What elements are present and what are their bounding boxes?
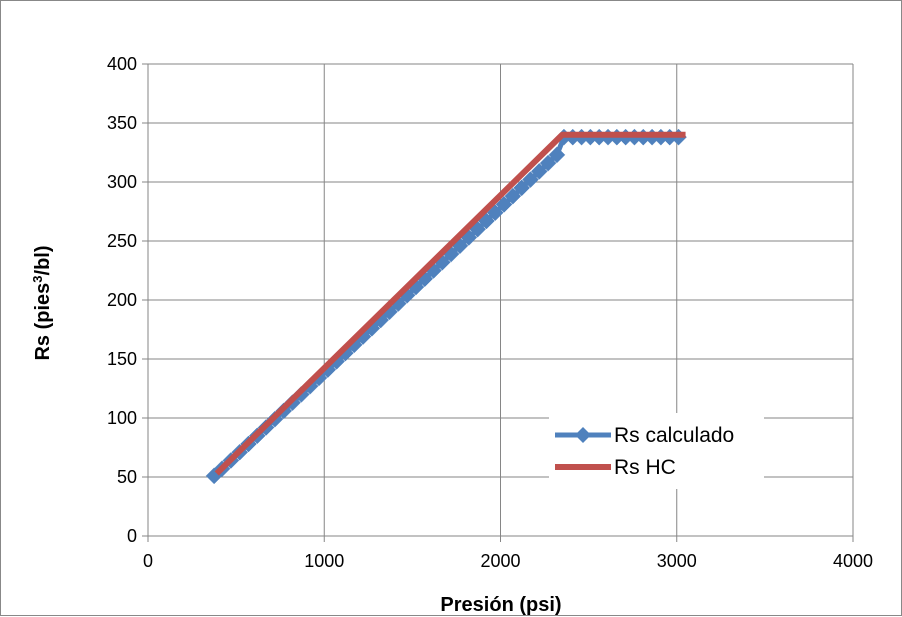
data-point-rs-calculado — [539, 154, 557, 172]
x-tick-label: 1000 — [304, 551, 344, 571]
data-point-rs-calculado — [513, 179, 531, 197]
data-point-rs-calculado — [530, 163, 548, 180]
y-tick-label: 0 — [127, 526, 137, 546]
y-tick-label: 200 — [107, 290, 137, 310]
y-tick-label: 400 — [107, 54, 137, 74]
legend-label-rs-hc: Rs HC — [614, 456, 676, 479]
data-point-rs-calculado — [495, 196, 513, 213]
legend-label-rs-calculado: Rs calculado — [614, 424, 734, 447]
data-point-rs-calculado — [486, 204, 504, 222]
data-point-rs-calculado — [548, 146, 566, 164]
x-tick-label: 2000 — [480, 551, 520, 571]
y-tick-label: 50 — [117, 467, 137, 487]
y-tick-label: 100 — [107, 408, 137, 428]
data-point-rs-calculado — [522, 171, 539, 188]
y-tick-label: 350 — [107, 113, 137, 133]
series-layer — [205, 128, 687, 485]
legend-layer: Rs calculado Rs HC — [549, 413, 764, 489]
y-axis-title: Rs (pies3/bl) — [30, 245, 54, 360]
series-line-rs-hc — [214, 131, 686, 476]
legend-marker-rs-calculado — [575, 427, 591, 443]
y-tick-label: 250 — [107, 231, 137, 251]
legend-box — [549, 413, 764, 489]
x-tick-label: 0 — [143, 551, 153, 571]
x-tick-label: 4000 — [833, 551, 873, 571]
x-tick-label: 3000 — [657, 551, 697, 571]
y-tick-label: 300 — [107, 172, 137, 192]
x-axis-title: Presión (psi) — [440, 594, 561, 616]
y-tick-label: 150 — [107, 349, 137, 369]
data-point-rs-calculado — [504, 187, 522, 205]
